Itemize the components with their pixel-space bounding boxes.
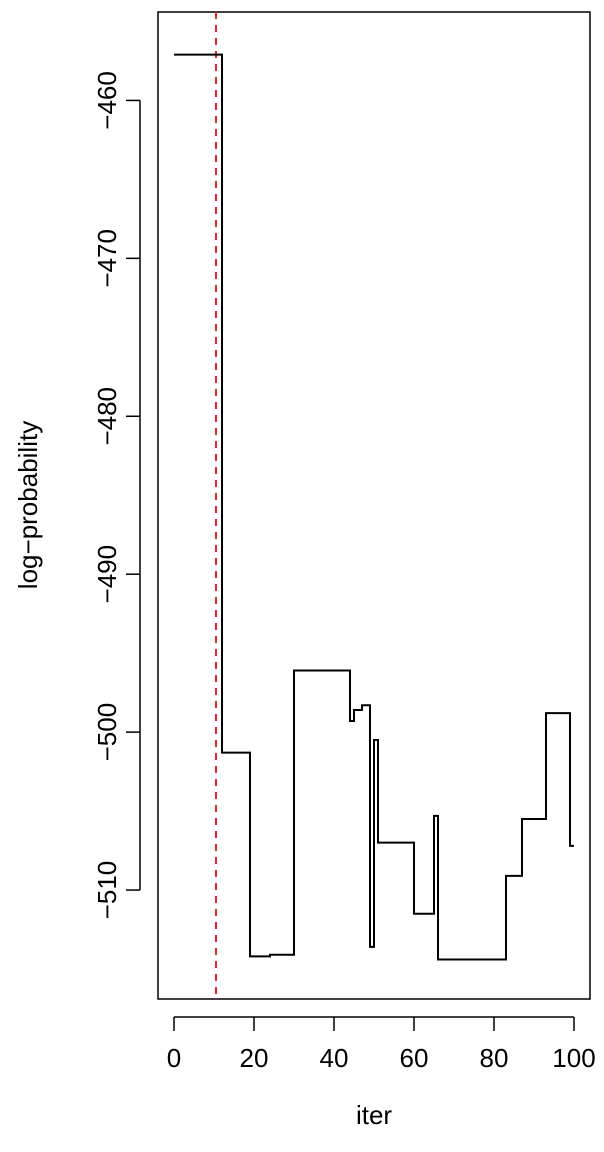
x-tick-label: 80 — [480, 1043, 509, 1073]
y-tick-label: −460 — [92, 71, 122, 130]
x-axis-label: iter — [356, 1100, 392, 1130]
series-line-0 — [174, 53, 574, 961]
plot-frame — [157, 11, 591, 1000]
y-axis-label: log−probability — [13, 421, 43, 589]
x-tick-label: 100 — [552, 1043, 595, 1073]
y-tick-label: −480 — [92, 387, 122, 446]
x-tick-label: 20 — [240, 1043, 269, 1073]
y-axis: −460 −470 −480 −490 −500 −510 — [92, 71, 141, 920]
x-tick-label: 60 — [400, 1043, 429, 1073]
x-tick-label: 0 — [167, 1043, 181, 1073]
x-tick-label: 40 — [320, 1043, 349, 1073]
y-tick-label: −500 — [92, 703, 122, 762]
series-layer — [174, 53, 574, 961]
y-tick-label: −510 — [92, 861, 122, 920]
y-tick-label: −470 — [92, 229, 122, 288]
x-axis: 0 20 40 60 80 100 — [167, 1016, 596, 1073]
y-tick-label: −490 — [92, 545, 122, 604]
